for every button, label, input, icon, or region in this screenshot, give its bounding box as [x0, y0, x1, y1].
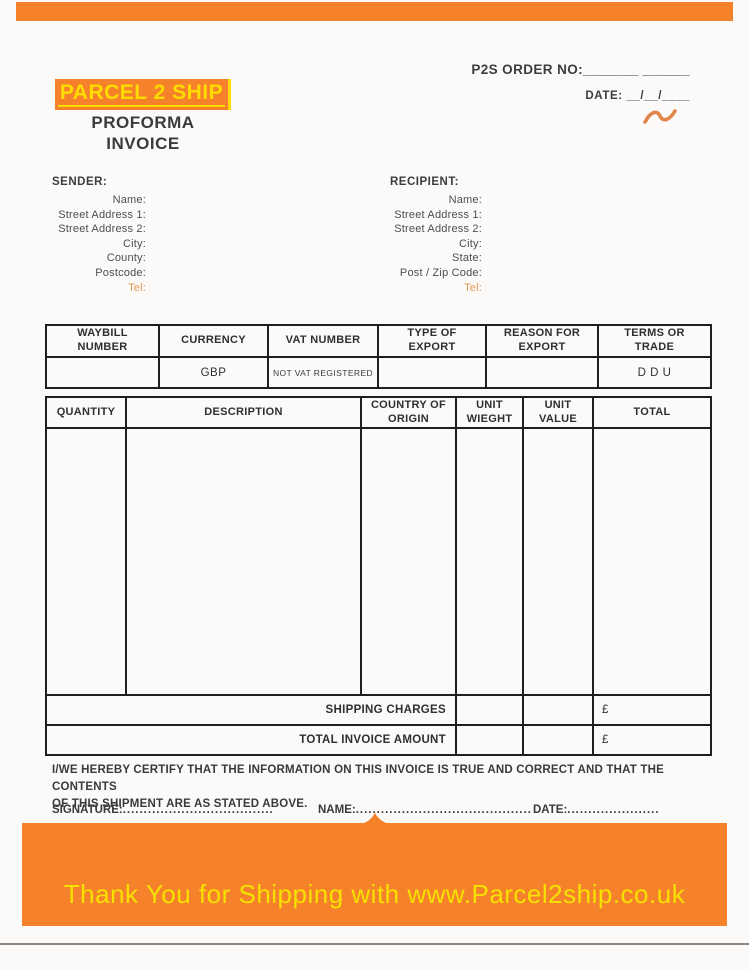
reason-for-export-value [485, 356, 599, 389]
reason-for-export-header: REASON FOR EXPORT [485, 324, 599, 358]
recipient-heading: RECIPIENT: [390, 176, 459, 188]
order-no-blank: _______ ______ [583, 62, 690, 77]
sender-field-postcode: Postcode: [95, 266, 146, 279]
terms-or-trade-value: D D U [597, 356, 712, 389]
quantity-header: QUANTITY [45, 396, 127, 429]
date-dotted-blank: ...................... [567, 804, 660, 816]
p2s-order-no-line: P2S ORDER NO:_______ ______ [471, 62, 690, 77]
quantity-cell [45, 427, 127, 696]
total-invoice-label: TOTAL INVOICE AMOUNT [45, 724, 457, 756]
shipping-charges-amount: £ [592, 694, 712, 726]
logo-text: PARCEL 2 SHIP [57, 81, 226, 108]
recipient-field-state: State: [452, 252, 482, 265]
shipping-unit-weight-cell [455, 694, 524, 726]
sender-fields: Name: Street Address 1: Street Address 2… [30, 193, 146, 295]
shipping-charges-row: SHIPPING CHARGES £ [45, 694, 712, 726]
header-date-line: DATE: __/__/____ [585, 90, 690, 102]
total-invoice-row: TOTAL INVOICE AMOUNT £ [45, 724, 712, 756]
signature-line: SIGNATURE:..............................… [52, 804, 274, 816]
sender-field-tel: Tel: [128, 281, 146, 294]
sender-field-name: Name: [112, 194, 146, 206]
items-table: QUANTITY DESCRIPTION COUNTRY OF ORIGIN U… [45, 396, 712, 756]
bottom-divider-line [0, 943, 749, 945]
sender-heading: SENDER: [52, 176, 108, 188]
certification-line-1: I/WE HEREBY CERTIFY THAT THE INFORMATION… [52, 764, 664, 793]
total-cell [592, 427, 712, 696]
country-of-origin-header: COUNTRY OF ORIGIN [360, 396, 457, 429]
date-blank: __/__/____ [626, 90, 690, 102]
sender-field-street2: Street Address 2: [58, 223, 146, 236]
waybill-number-value [45, 356, 160, 389]
vat-number-value: NOT VAT REGISTERED [267, 356, 379, 389]
unit-weight-header: UNIT WIEGHT [455, 396, 524, 429]
sender-field-county: County: [106, 252, 146, 265]
recipient-field-street1: Street Address 1: [394, 208, 482, 221]
title-line-2: INVOICE [106, 133, 180, 153]
description-cell [125, 427, 362, 696]
signature-dotted-blank: .................................... [122, 804, 274, 816]
signature-label: SIGNATURE: [52, 804, 123, 816]
country-of-origin-cell [360, 427, 457, 696]
sender-field-street1: Street Address 1: [58, 208, 146, 221]
footer-peak-notch [354, 812, 395, 830]
recipient-field-zip: Post / Zip Code: [399, 266, 482, 279]
shipment-header-row: WAYBILL NUMBER CURRENCY VAT NUMBER TYPE … [45, 324, 712, 358]
sender-field-city: City: [123, 237, 146, 250]
footer-thank-you-text: Thank You for Shipping with www.Parcel2s… [63, 879, 686, 909]
order-no-label: P2S ORDER NO: [471, 62, 584, 77]
terms-or-trade-header: TERMS OR TRADE [597, 324, 712, 358]
currency-value: GBP [158, 356, 269, 389]
date-label: DATE: [585, 90, 623, 102]
total-unit-value-cell [522, 724, 594, 756]
recipient-field-name: Name: [448, 194, 482, 206]
document-title: PROFORMA INVOICE [55, 113, 231, 154]
recipient-fields: Name: Street Address 1: Street Address 2… [366, 193, 482, 295]
recipient-field-tel: Tel: [464, 281, 482, 294]
swoosh-icon [642, 106, 678, 128]
name-line: NAME:...................................… [318, 804, 532, 816]
recipient-field-city: City: [459, 237, 482, 250]
title-line-1: PROFORMA [91, 113, 195, 132]
type-of-export-value [377, 356, 487, 389]
shipment-values-row: GBP NOT VAT REGISTERED D D U [45, 356, 712, 389]
certification-statement: I/WE HEREBY CERTIFY THAT THE INFORMATION… [52, 762, 712, 813]
shipment-details-table: WAYBILL NUMBER CURRENCY VAT NUMBER TYPE … [45, 324, 712, 389]
recipient-field-street2: Street Address 2: [394, 223, 482, 236]
footer-orange-band: Thank You for Shipping with www.Parcel2s… [22, 813, 727, 926]
total-header: TOTAL [592, 396, 712, 429]
type-of-export-header: TYPE OF EXPORT [377, 324, 487, 358]
shipping-unit-value-cell [522, 694, 594, 726]
description-header: DESCRIPTION [125, 396, 362, 429]
name-label: NAME: [318, 804, 356, 816]
items-header-row: QUANTITY DESCRIPTION COUNTRY OF ORIGIN U… [45, 396, 712, 429]
items-body-row [45, 427, 712, 696]
unit-value-cell [522, 427, 594, 696]
vat-number-header: VAT NUMBER [267, 324, 379, 358]
shipping-charges-label: SHIPPING CHARGES [45, 694, 457, 726]
waybill-number-header: WAYBILL NUMBER [45, 324, 160, 358]
certification-line-2: OF THIS SHIPMENT ARE AS STATED ABOVE. [52, 798, 308, 810]
unit-value-header: UNIT VALUE [522, 396, 594, 429]
name-dotted-blank: ........................................… [355, 804, 532, 816]
currency-header: CURRENCY [158, 324, 269, 358]
total-unit-weight-cell [455, 724, 524, 756]
parcel2ship-logo: PARCEL 2 SHIP [55, 79, 231, 110]
total-invoice-amount: £ [592, 724, 712, 756]
unit-weight-cell [455, 427, 524, 696]
date-line: DATE:...................... [533, 804, 660, 816]
date-signature-label: DATE: [533, 804, 568, 816]
top-orange-bar [16, 2, 733, 21]
